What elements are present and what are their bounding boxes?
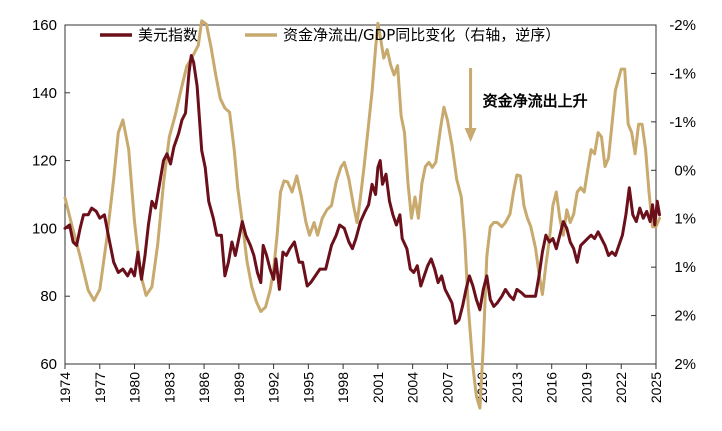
x-tick-label: 2016 xyxy=(544,372,560,403)
right-tick-label: 2% xyxy=(674,356,696,373)
right-tick-label: -1% xyxy=(669,65,696,82)
x-tick-label: 2007 xyxy=(439,372,455,403)
annotation-text: 资金净流出上升 xyxy=(483,92,588,110)
x-tick-label: 2001 xyxy=(370,372,386,403)
series-layer xyxy=(63,19,661,410)
annotation-arrow-head xyxy=(464,128,477,142)
x-tick-label: 1983 xyxy=(161,372,177,403)
right-tick-label: 1% xyxy=(674,259,696,276)
x-tick-label: 2013 xyxy=(509,372,525,403)
x-tick-label: 2022 xyxy=(613,372,629,403)
x-tick-label: 1992 xyxy=(266,372,282,403)
plot-axes: 60 80 100 120 140 160 -2% -1% -1% 0% 1% 1% 2% 2% 1974 1… xyxy=(32,17,696,403)
series-line-capital-outflow xyxy=(63,19,661,410)
right-tick-label: -2% xyxy=(669,17,696,34)
right-tick-label: 0% xyxy=(674,162,696,179)
x-tick-label: 1986 xyxy=(196,372,212,403)
left-tick-label: 160 xyxy=(32,17,57,34)
x-tick-label: 1995 xyxy=(300,372,316,403)
left-tick-label: 60 xyxy=(40,356,57,373)
legend: 美元指数 资金净流出/GDP同比变化（右轴，逆序） xyxy=(100,26,560,44)
series-line-dollar-index xyxy=(63,54,661,325)
left-tick-label: 140 xyxy=(32,85,57,102)
right-tick-label: -1% xyxy=(669,114,696,131)
x-tick-label: 2025 xyxy=(648,372,664,403)
left-tick-label: 80 xyxy=(40,288,57,305)
legend-label: 美元指数 xyxy=(138,26,198,44)
annotation: 资金净流出上升 xyxy=(464,68,588,142)
x-tick-label: 1980 xyxy=(127,372,143,403)
legend-label: 资金净流出/GDP同比变化（右轴，逆序） xyxy=(283,26,560,44)
x-tick-label: 2004 xyxy=(405,372,421,403)
plot-frame xyxy=(64,24,657,365)
x-tick-label: 1974 xyxy=(57,372,73,403)
x-tick-label: 1998 xyxy=(335,372,351,403)
left-tick-label: 120 xyxy=(32,153,57,170)
x-tick-label: 1977 xyxy=(92,372,108,403)
x-tick-label: 1989 xyxy=(231,372,247,403)
left-tick-label: 100 xyxy=(32,220,57,237)
right-tick-label: 2% xyxy=(674,308,696,325)
x-tick-label: 2019 xyxy=(578,372,594,403)
right-tick-label: 1% xyxy=(674,211,696,228)
